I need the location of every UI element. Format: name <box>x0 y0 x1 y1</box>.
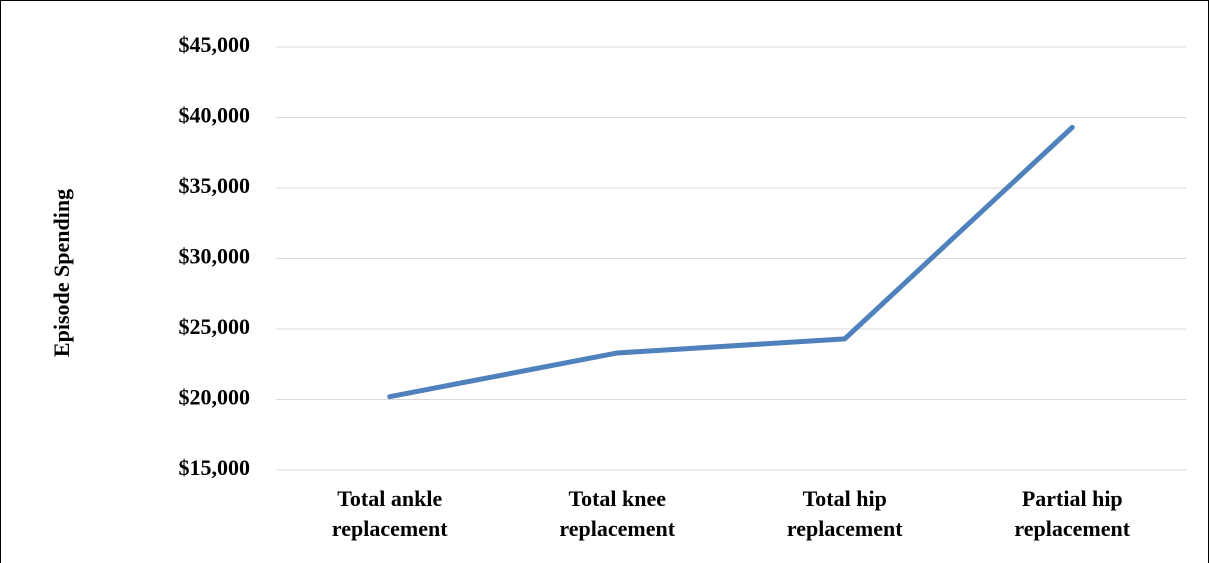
x-tick-label: Total knee replacement <box>559 486 676 541</box>
y-tick-label: $20,000 <box>179 385 251 410</box>
y-tick-label: $30,000 <box>179 244 251 269</box>
y-tick-label: $25,000 <box>179 314 251 339</box>
x-tick-label: Total hip replacement <box>786 486 903 541</box>
x-tick-label: Total ankle replacement <box>331 486 448 541</box>
y-axis-title: Episode Spending <box>49 189 74 357</box>
y-tick-label: $40,000 <box>179 103 251 128</box>
y-tick-label: $15,000 <box>179 455 251 480</box>
line <box>387 124 1075 400</box>
y-tick-label: $35,000 <box>179 173 251 198</box>
y-tick-label: $45,000 <box>179 32 251 57</box>
x-tick-label: Partial hip replacement <box>1014 486 1131 541</box>
